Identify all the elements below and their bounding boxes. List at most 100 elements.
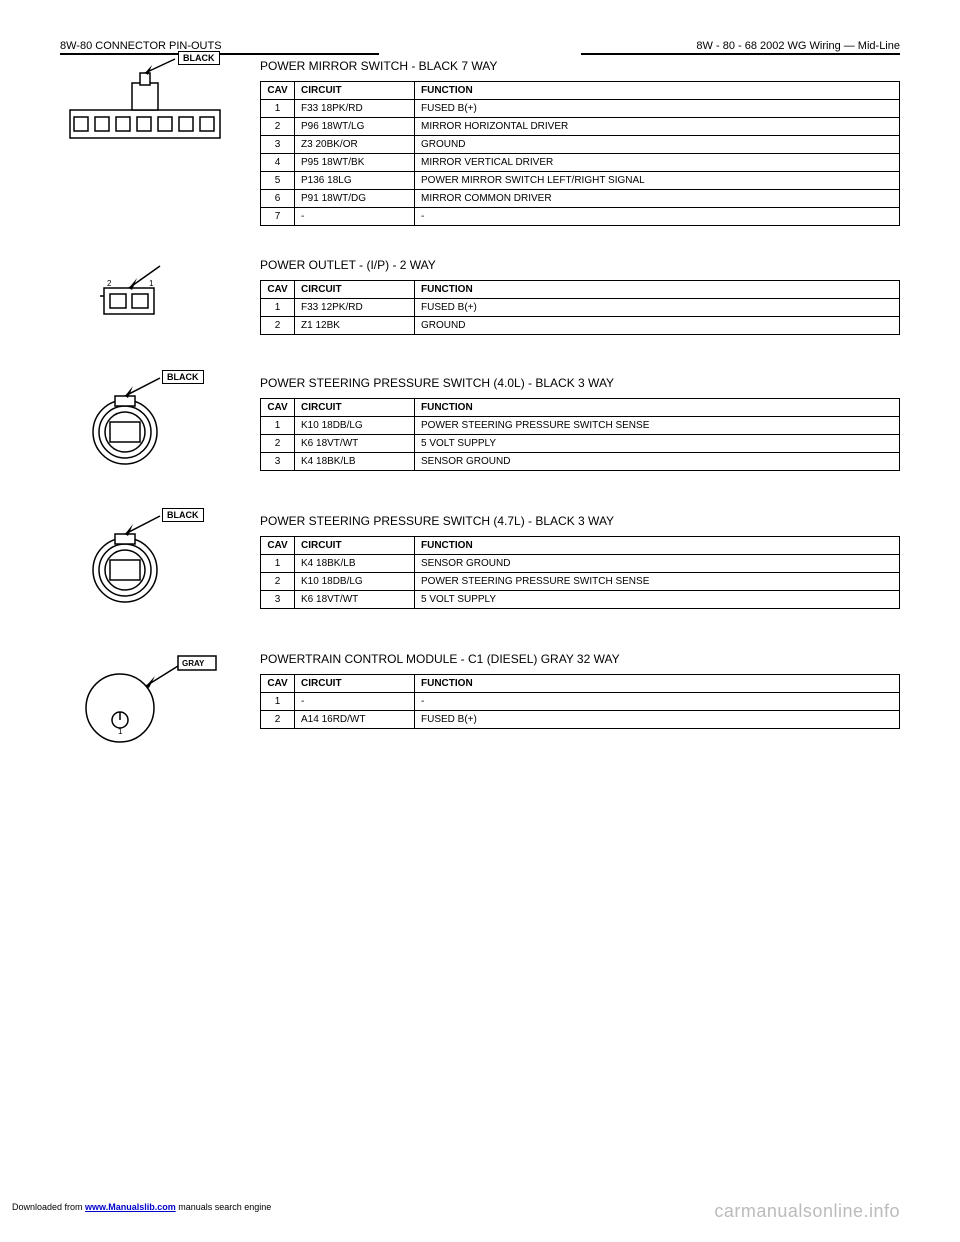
connector-title: POWER STEERING PRESSURE SWITCH (4.0L) - … — [260, 376, 900, 390]
pin-cell: F33 18PK/RD — [295, 100, 415, 118]
connector-diagram: 2 1 — [60, 254, 260, 344]
pin-cell: 5 VOLT SUPPLY — [415, 435, 900, 453]
footer-suffix: manuals search engine — [176, 1202, 272, 1212]
table-row: 1F33 18PK/RDFUSED B(+) — [261, 100, 900, 118]
pin-table-header: FUNCTION — [415, 281, 900, 299]
pin-table-header: CIRCUIT — [295, 675, 415, 693]
pin-cell: 2 — [261, 711, 295, 729]
pin-cell: POWER MIRROR SWITCH LEFT/RIGHT SIGNAL — [415, 172, 900, 190]
pin-table: CAVCIRCUITFUNCTION1F33 18PK/RDFUSED B(+)… — [260, 81, 900, 226]
pin-cell: P136 18LG — [295, 172, 415, 190]
table-row: 1-- — [261, 693, 900, 711]
connector-section: 1 GRAY POWERTRAIN CONTROL MODULE - C1 (D… — [60, 648, 900, 758]
connector-title: POWERTRAIN CONTROL MODULE - C1 (DIESEL) … — [260, 652, 900, 666]
connector-section: BLACKPOWER MIRROR SWITCH - BLACK 7 WAYCA… — [60, 55, 900, 226]
pin-table-header: CAV — [261, 537, 295, 555]
connector-diagram: BLACK — [60, 372, 260, 482]
table-row: 2Z1 12BKGROUND — [261, 317, 900, 335]
pin-cell: FUSED B(+) — [415, 711, 900, 729]
pin-table-header: CAV — [261, 399, 295, 417]
connector-content: POWER MIRROR SWITCH - BLACK 7 WAY CAVCIRC… — [260, 55, 900, 226]
pin-cell: - — [295, 693, 415, 711]
pin-cell: F33 12PK/RD — [295, 299, 415, 317]
table-row: 5P136 18LGPOWER MIRROR SWITCH LEFT/RIGHT… — [261, 172, 900, 190]
connector-content: POWERTRAIN CONTROL MODULE - C1 (DIESEL) … — [260, 648, 900, 729]
connector-title: POWER MIRROR SWITCH - BLACK 7 WAY — [260, 59, 900, 73]
watermark: carmanualsonline.info — [714, 1201, 900, 1222]
pin-table: CAVCIRCUITFUNCTION1K10 18DB/LGPOWER STEE… — [260, 398, 900, 471]
pin-cell: Z3 20BK/OR — [295, 136, 415, 154]
pin-cell: 1 — [261, 555, 295, 573]
pin-cell: 4 — [261, 154, 295, 172]
pin-table-header: FUNCTION — [415, 675, 900, 693]
pin-cell: Z1 12BK — [295, 317, 415, 335]
pin-cell: 7 — [261, 208, 295, 226]
pin-cell: 3 — [261, 591, 295, 609]
pin-cell: POWER STEERING PRESSURE SWITCH SENSE — [415, 417, 900, 435]
pin-table-header: FUNCTION — [415, 82, 900, 100]
connector-color-badge: BLACK — [162, 370, 204, 384]
pin-cell: A14 16RD/WT — [295, 711, 415, 729]
pin-table: CAVCIRCUITFUNCTION1K4 18BK/LBSENSOR GROU… — [260, 536, 900, 609]
pin-cell: - — [295, 208, 415, 226]
svg-text:1: 1 — [118, 727, 123, 736]
table-row: 6P91 18WT/DGMIRROR COMMON DRIVER — [261, 190, 900, 208]
pin-cell: 5 VOLT SUPPLY — [415, 591, 900, 609]
connector-diagram: BLACK — [60, 510, 260, 620]
pin-cell: FUSED B(+) — [415, 299, 900, 317]
table-row: 2K10 18DB/LGPOWER STEERING PRESSURE SWIT… — [261, 573, 900, 591]
pin-table-header: CIRCUIT — [295, 399, 415, 417]
pin-cell: GROUND — [415, 136, 900, 154]
pin-cell: 2 — [261, 573, 295, 591]
pin-table-header: FUNCTION — [415, 399, 900, 417]
pin-cell: 2 — [261, 317, 295, 335]
pin-cell: 1 — [261, 417, 295, 435]
pin-table-header: CIRCUIT — [295, 281, 415, 299]
pin-cell: - — [415, 208, 900, 226]
pin-cell: K10 18DB/LG — [295, 417, 415, 435]
pin-cell: SENSOR GROUND — [415, 555, 900, 573]
pin-table-header: CAV — [261, 281, 295, 299]
pin-table: CAVCIRCUITFUNCTION1--2A14 16RD/WTFUSED B… — [260, 674, 900, 729]
svg-text:2: 2 — [107, 279, 112, 288]
pin-cell: 1 — [261, 299, 295, 317]
svg-text:1: 1 — [149, 279, 154, 288]
connector-content: POWER OUTLET - (I/P) - 2 WAY CAVCIRCUITFU… — [260, 254, 900, 335]
pin-cell: K10 18DB/LG — [295, 573, 415, 591]
pin-cell: 5 — [261, 172, 295, 190]
pin-cell: POWER STEERING PRESSURE SWITCH SENSE — [415, 573, 900, 591]
footer: Downloaded from www.Manualslib.com manua… — [12, 1202, 271, 1212]
table-row: 7-- — [261, 208, 900, 226]
pin-table: CAVCIRCUITFUNCTION 1F33 12PK/RDFUSED B(+)… — [260, 280, 900, 335]
connector-content: POWER STEERING PRESSURE SWITCH (4.7L) - … — [260, 510, 900, 609]
table-row: 1K4 18BK/LBSENSOR GROUND — [261, 555, 900, 573]
table-row: 2P96 18WT/LGMIRROR HORIZONTAL DRIVER — [261, 118, 900, 136]
header-right: 8W - 80 - 68 2002 WG Wiring — Mid-Line — [581, 40, 900, 55]
pin-cell: 1 — [261, 100, 295, 118]
pin-cell: MIRROR VERTICAL DRIVER — [415, 154, 900, 172]
pin-cell: MIRROR HORIZONTAL DRIVER — [415, 118, 900, 136]
pin-cell: K4 18BK/LB — [295, 453, 415, 471]
pin-table-header: FUNCTION — [415, 537, 900, 555]
page: 8W-80 CONNECTOR PIN-OUTS 8W - 80 - 68 20… — [0, 0, 960, 758]
footer-prefix: Downloaded from — [12, 1202, 85, 1212]
table-row: 1K10 18DB/LGPOWER STEERING PRESSURE SWIT… — [261, 417, 900, 435]
connector-title: POWER OUTLET - (I/P) - 2 WAY — [260, 258, 900, 272]
pin-table-header: CIRCUIT — [295, 537, 415, 555]
pin-cell: - — [415, 693, 900, 711]
footer-link[interactable]: www.Manualslib.com — [85, 1202, 176, 1212]
pin-cell: K4 18BK/LB — [295, 555, 415, 573]
pin-cell: 2 — [261, 118, 295, 136]
svg-text:GRAY: GRAY — [182, 659, 205, 668]
pin-table-header: CIRCUIT — [295, 82, 415, 100]
pin-cell: MIRROR COMMON DRIVER — [415, 190, 900, 208]
pin-cell: K6 18VT/WT — [295, 435, 415, 453]
header-left: 8W-80 CONNECTOR PIN-OUTS — [60, 40, 379, 55]
table-row: 3Z3 20BK/ORGROUND — [261, 136, 900, 154]
table-row: 2A14 16RD/WTFUSED B(+) — [261, 711, 900, 729]
pin-table-header: CAV — [261, 82, 295, 100]
pin-cell: SENSOR GROUND — [415, 453, 900, 471]
connector-section: 2 1 POWER OUTLET - (I/P) - 2 WAY CAVCIRCU… — [60, 254, 900, 344]
connector-diagram: 1 GRAY — [60, 648, 260, 758]
pin-cell: 6 — [261, 190, 295, 208]
